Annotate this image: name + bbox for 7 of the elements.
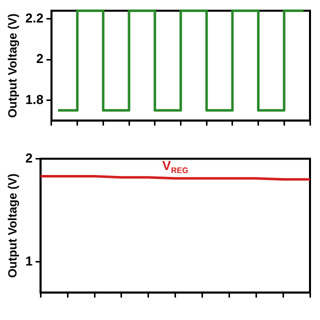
y-tick-label: 2 [25,150,33,166]
y-axis-title: Output Voltage (V) [6,13,20,118]
y-tick-label: 1.8 [25,92,44,107]
y-tick-label: 1 [25,253,33,268]
y-tick-label: 2 [36,51,44,66]
y-tick-label: 2.2 [25,10,44,26]
y-axis-title: Output Voltage (V) [6,173,20,278]
